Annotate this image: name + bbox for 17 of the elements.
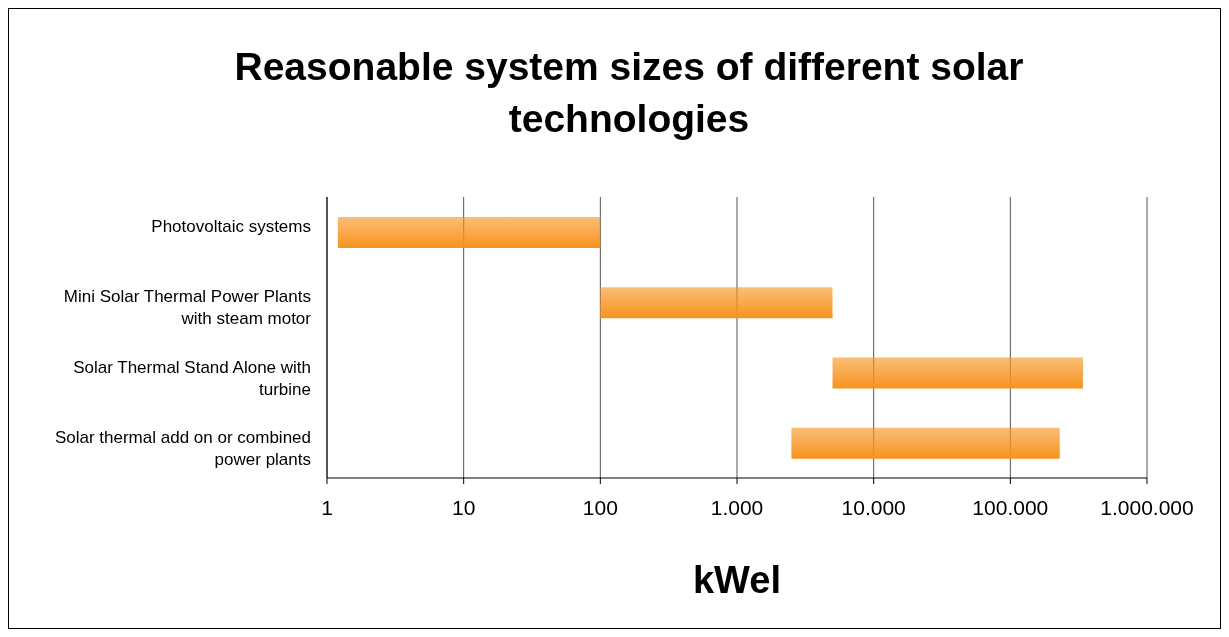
bar (600, 287, 833, 319)
bar (337, 217, 601, 248)
x-tick-label: 100 (582, 495, 618, 519)
x-tick-label: 1 (321, 495, 333, 519)
x-tick-label: 10 (451, 495, 476, 519)
y-tick-label: Photovoltaic systems (151, 217, 311, 237)
x-tick-label: 100.000 (972, 495, 1049, 519)
x-tick-label: 1.000 (710, 495, 764, 519)
bar (791, 427, 1060, 459)
x-tick-label: 10.000 (841, 495, 906, 519)
y-tick-label: Solar thermal add on or combined power plants (54, 427, 311, 469)
x-axis-title: kWel (692, 558, 782, 601)
x-tick-label: 1.000.000 (1100, 495, 1194, 519)
y-tick-label: Solar Thermal Stand Alone with turbine (73, 357, 311, 399)
bar (832, 357, 1083, 389)
y-tick-label: Mini Solar Thermal Power Plants with steam motor (63, 287, 312, 329)
chart-title: Reasonable system sizes of different solar technologies (233, 44, 1025, 142)
